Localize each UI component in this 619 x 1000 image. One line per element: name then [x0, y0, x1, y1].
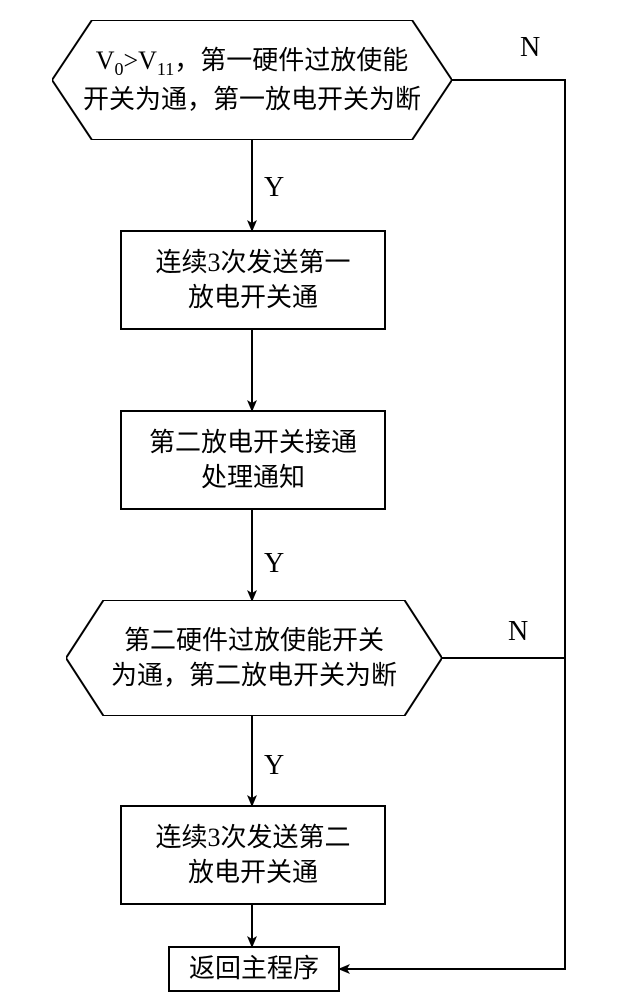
decision-2-line1: 第二硬件过放使能开关 — [111, 623, 397, 658]
process-3-line2: 放电开关通 — [155, 855, 350, 890]
label-no-2: N — [508, 616, 528, 648]
terminal-return-text: 返回主程序 — [189, 951, 319, 986]
decision-2: 第二硬件过放使能开关 为通，第二放电开关为断 — [66, 600, 442, 716]
decision-1-line2: 开关为通，第一放电开关为断 — [83, 82, 421, 117]
process-1-line1: 连续3次发送第一 — [155, 245, 350, 280]
decision-2-line2: 为通，第二放电开关为断 — [111, 658, 397, 693]
process-2-line1: 第二放电开关接通 — [149, 425, 357, 460]
label-yes-2: Y — [264, 548, 284, 580]
label-yes-1: Y — [264, 172, 284, 204]
process-2: 第二放电开关接通 处理通知 — [120, 410, 386, 510]
label-yes-3: Y — [264, 750, 284, 782]
process-3: 连续3次发送第二 放电开关通 — [120, 805, 386, 905]
decision-1-line1: V0>V11，第一硬件过放使能 — [83, 43, 421, 81]
process-1: 连续3次发送第一 放电开关通 — [120, 230, 386, 330]
label-no-1: N — [520, 32, 540, 64]
process-3-line1: 连续3次发送第二 — [155, 820, 350, 855]
process-1-line2: 放电开关通 — [155, 280, 350, 315]
process-2-line2: 处理通知 — [149, 460, 357, 495]
flowchart-container: V0>V11，第一硬件过放使能 开关为通，第一放电开关为断 连续3次发送第一 放… — [0, 0, 619, 1000]
decision-1: V0>V11，第一硬件过放使能 开关为通，第一放电开关为断 — [52, 20, 452, 140]
terminal-return: 返回主程序 — [168, 946, 340, 992]
